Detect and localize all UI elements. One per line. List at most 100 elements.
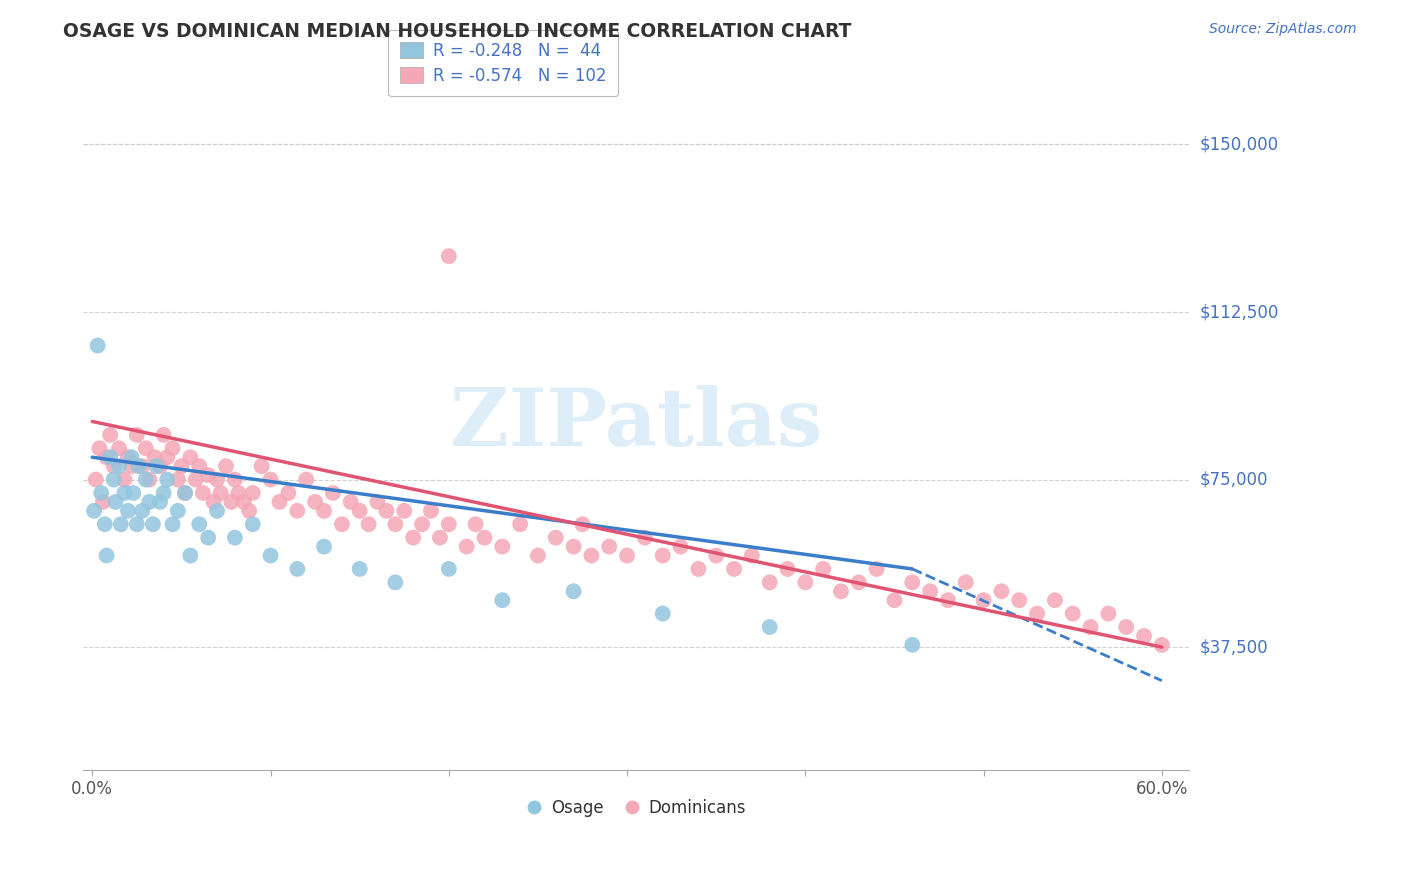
Point: [474, 531, 496, 545]
Point: [973, 593, 995, 607]
Point: [651, 607, 673, 621]
Point: [723, 562, 745, 576]
Point: [86, 338, 108, 352]
Point: [221, 495, 243, 509]
Point: [562, 584, 585, 599]
Point: [228, 486, 250, 500]
Point: [990, 584, 1012, 599]
Point: [103, 459, 125, 474]
Point: [125, 517, 148, 532]
Text: $37,500: $37,500: [1199, 638, 1268, 657]
Point: [94, 517, 117, 532]
Point: [741, 549, 763, 563]
Point: [238, 504, 260, 518]
Point: [215, 459, 238, 474]
Point: [112, 486, 135, 500]
Point: [651, 549, 673, 563]
Point: [402, 531, 425, 545]
Point: [285, 562, 308, 576]
Point: [866, 562, 889, 576]
Point: [135, 442, 157, 456]
Point: [527, 549, 550, 563]
Point: [162, 442, 184, 456]
Point: [152, 486, 174, 500]
Point: [955, 575, 977, 590]
Point: [122, 486, 145, 500]
Point: [936, 593, 959, 607]
Point: [491, 540, 513, 554]
Point: [776, 562, 799, 576]
Point: [156, 473, 179, 487]
Point: [1026, 607, 1049, 621]
Point: [349, 562, 371, 576]
Point: [117, 504, 139, 518]
Point: [90, 486, 112, 500]
Point: [322, 486, 344, 500]
Point: [174, 486, 197, 500]
Point: [98, 428, 121, 442]
Point: [1062, 607, 1084, 621]
Point: [142, 517, 165, 532]
Point: [125, 428, 148, 442]
Point: [420, 504, 443, 518]
Point: [135, 473, 157, 487]
Point: [138, 495, 160, 509]
Point: [121, 450, 143, 465]
Point: [188, 517, 211, 532]
Text: OSAGE VS DOMINICAN MEDIAN HOUSEHOLD INCOME CORRELATION CHART: OSAGE VS DOMINICAN MEDIAN HOUSEHOLD INCO…: [63, 22, 852, 41]
Point: [89, 442, 111, 456]
Point: [250, 459, 273, 474]
Point: [1080, 620, 1102, 634]
Point: [108, 459, 131, 474]
Point: [384, 517, 406, 532]
Point: [883, 593, 905, 607]
Point: [117, 450, 139, 465]
Point: [277, 486, 299, 500]
Point: [224, 531, 246, 545]
Point: [1043, 593, 1066, 607]
Point: [304, 495, 326, 509]
Point: [259, 473, 281, 487]
Point: [349, 504, 371, 518]
Point: [112, 473, 135, 487]
Point: [202, 495, 225, 509]
Point: [152, 428, 174, 442]
Point: [1008, 593, 1031, 607]
Point: [184, 473, 207, 487]
Point: [437, 249, 460, 263]
Point: [83, 504, 105, 518]
Point: [162, 517, 184, 532]
Point: [98, 450, 121, 465]
Legend: Osage, Dominicans: Osage, Dominicans: [519, 793, 752, 824]
Point: [295, 473, 318, 487]
Point: [84, 473, 107, 487]
Point: [688, 562, 710, 576]
Point: [179, 549, 201, 563]
Point: [138, 473, 160, 487]
Point: [149, 495, 172, 509]
Point: [509, 517, 531, 532]
Point: [179, 450, 201, 465]
Point: [437, 562, 460, 576]
Point: [209, 486, 232, 500]
Point: [167, 473, 190, 487]
Point: [562, 540, 585, 554]
Point: [1115, 620, 1137, 634]
Point: [242, 486, 264, 500]
Point: [811, 562, 834, 576]
Point: [758, 575, 780, 590]
Point: [616, 549, 638, 563]
Point: [121, 459, 143, 474]
Point: [1150, 638, 1173, 652]
Point: [437, 517, 460, 532]
Point: [205, 504, 228, 518]
Text: $150,000: $150,000: [1199, 136, 1278, 153]
Point: [103, 473, 125, 487]
Point: [96, 450, 118, 465]
Point: [312, 504, 335, 518]
Text: Source: ZipAtlas.com: Source: ZipAtlas.com: [1209, 22, 1357, 37]
Point: [571, 517, 593, 532]
Point: [191, 486, 214, 500]
Point: [384, 575, 406, 590]
Point: [704, 549, 727, 563]
